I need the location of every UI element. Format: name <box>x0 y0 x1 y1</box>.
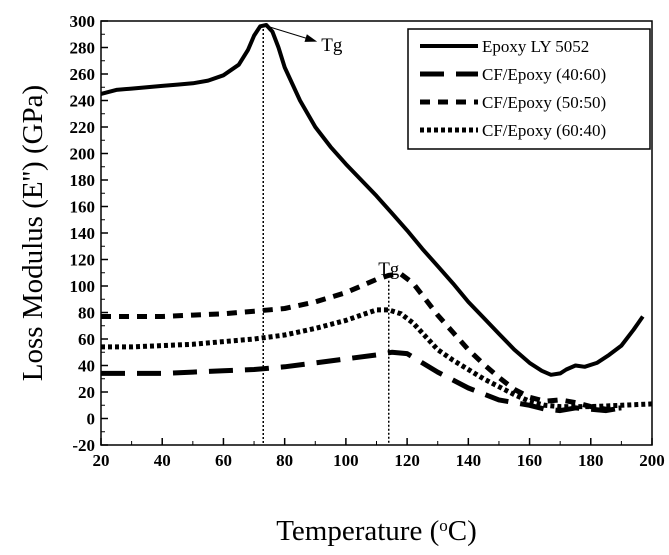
y-tick-label: 260 <box>70 65 96 84</box>
y-tick-label: 100 <box>70 277 96 296</box>
y-tick-label: 200 <box>70 145 96 164</box>
x-tick-label: 60 <box>215 451 232 470</box>
y-tick-label: 300 <box>70 12 96 31</box>
tg-marker-lines <box>262 24 390 445</box>
tg-label-epoxy: Tg <box>321 35 343 56</box>
legend-item: Epoxy LY 5052 <box>420 37 589 56</box>
legend-item: CF/Epoxy (60:40) <box>420 121 606 140</box>
y-axis-title: Loss Modulus (E'') (GPa) <box>17 85 49 381</box>
tg-annotation-epoxy: Tg <box>263 24 343 56</box>
x-tick-label: 120 <box>394 451 420 470</box>
x-axis: 20 40 60 80 100 120 140 160 180 200 <box>93 438 665 470</box>
x-axis-title-sup: o <box>439 516 448 535</box>
x-tick-label: 40 <box>154 451 171 470</box>
x-axis-title-main: Temperature ( <box>276 515 439 547</box>
legend-item: CF/Epoxy (50:50) <box>420 93 606 112</box>
y-tick-label: 20 <box>78 383 95 402</box>
x-axis-title-end: C) <box>448 515 477 547</box>
tg-label-cf: Tg <box>378 259 400 280</box>
y-tick-label: 120 <box>70 251 96 270</box>
x-tick-label: 20 <box>93 451 110 470</box>
y-tick-label: 280 <box>70 39 96 58</box>
y-tick-label: 60 <box>78 330 95 349</box>
x-tick-label: 180 <box>578 451 604 470</box>
x-tick-label: 100 <box>333 451 359 470</box>
legend-label: CF/Epoxy (60:40) <box>482 121 606 140</box>
plot-lines <box>100 23 653 414</box>
legend-label: CF/Epoxy (50:50) <box>482 93 606 112</box>
y-tick-label: 40 <box>78 357 95 376</box>
x-tick-label: 160 <box>517 451 543 470</box>
x-tick-label: 80 <box>276 451 293 470</box>
tg-arrowhead <box>304 34 318 42</box>
legend-label: Epoxy LY 5052 <box>482 37 589 56</box>
y-tick-label: -20 <box>72 436 95 455</box>
y-tick-label: 240 <box>70 92 96 111</box>
y-tick-label: 160 <box>70 198 96 217</box>
x-tick-label: 140 <box>456 451 482 470</box>
series-line-3 <box>101 307 653 410</box>
y-axis: -20 0 20 40 60 80 100 120 140 160 180 200 220 240 260 2… <box>70 12 108 455</box>
legend: Epoxy LY 5052 CF/Epoxy (40:60) CF/Epoxy (5… <box>407 28 651 150</box>
series-line-2 <box>101 271 622 412</box>
x-tick-label: 200 <box>639 451 665 470</box>
y-tick-label: 220 <box>70 118 96 137</box>
y-tick-label: 140 <box>70 224 96 243</box>
y-tick-label: 0 <box>87 410 96 429</box>
y-tick-label: 80 <box>78 304 95 323</box>
x-axis-title: Temperature (oC) <box>276 515 477 547</box>
series-line-1 <box>101 349 622 414</box>
series-line-0 <box>100 23 645 377</box>
legend-item: CF/Epoxy (40:60) <box>420 65 606 84</box>
legend-label: CF/Epoxy (40:60) <box>482 65 606 84</box>
y-tick-label: 180 <box>70 171 96 190</box>
